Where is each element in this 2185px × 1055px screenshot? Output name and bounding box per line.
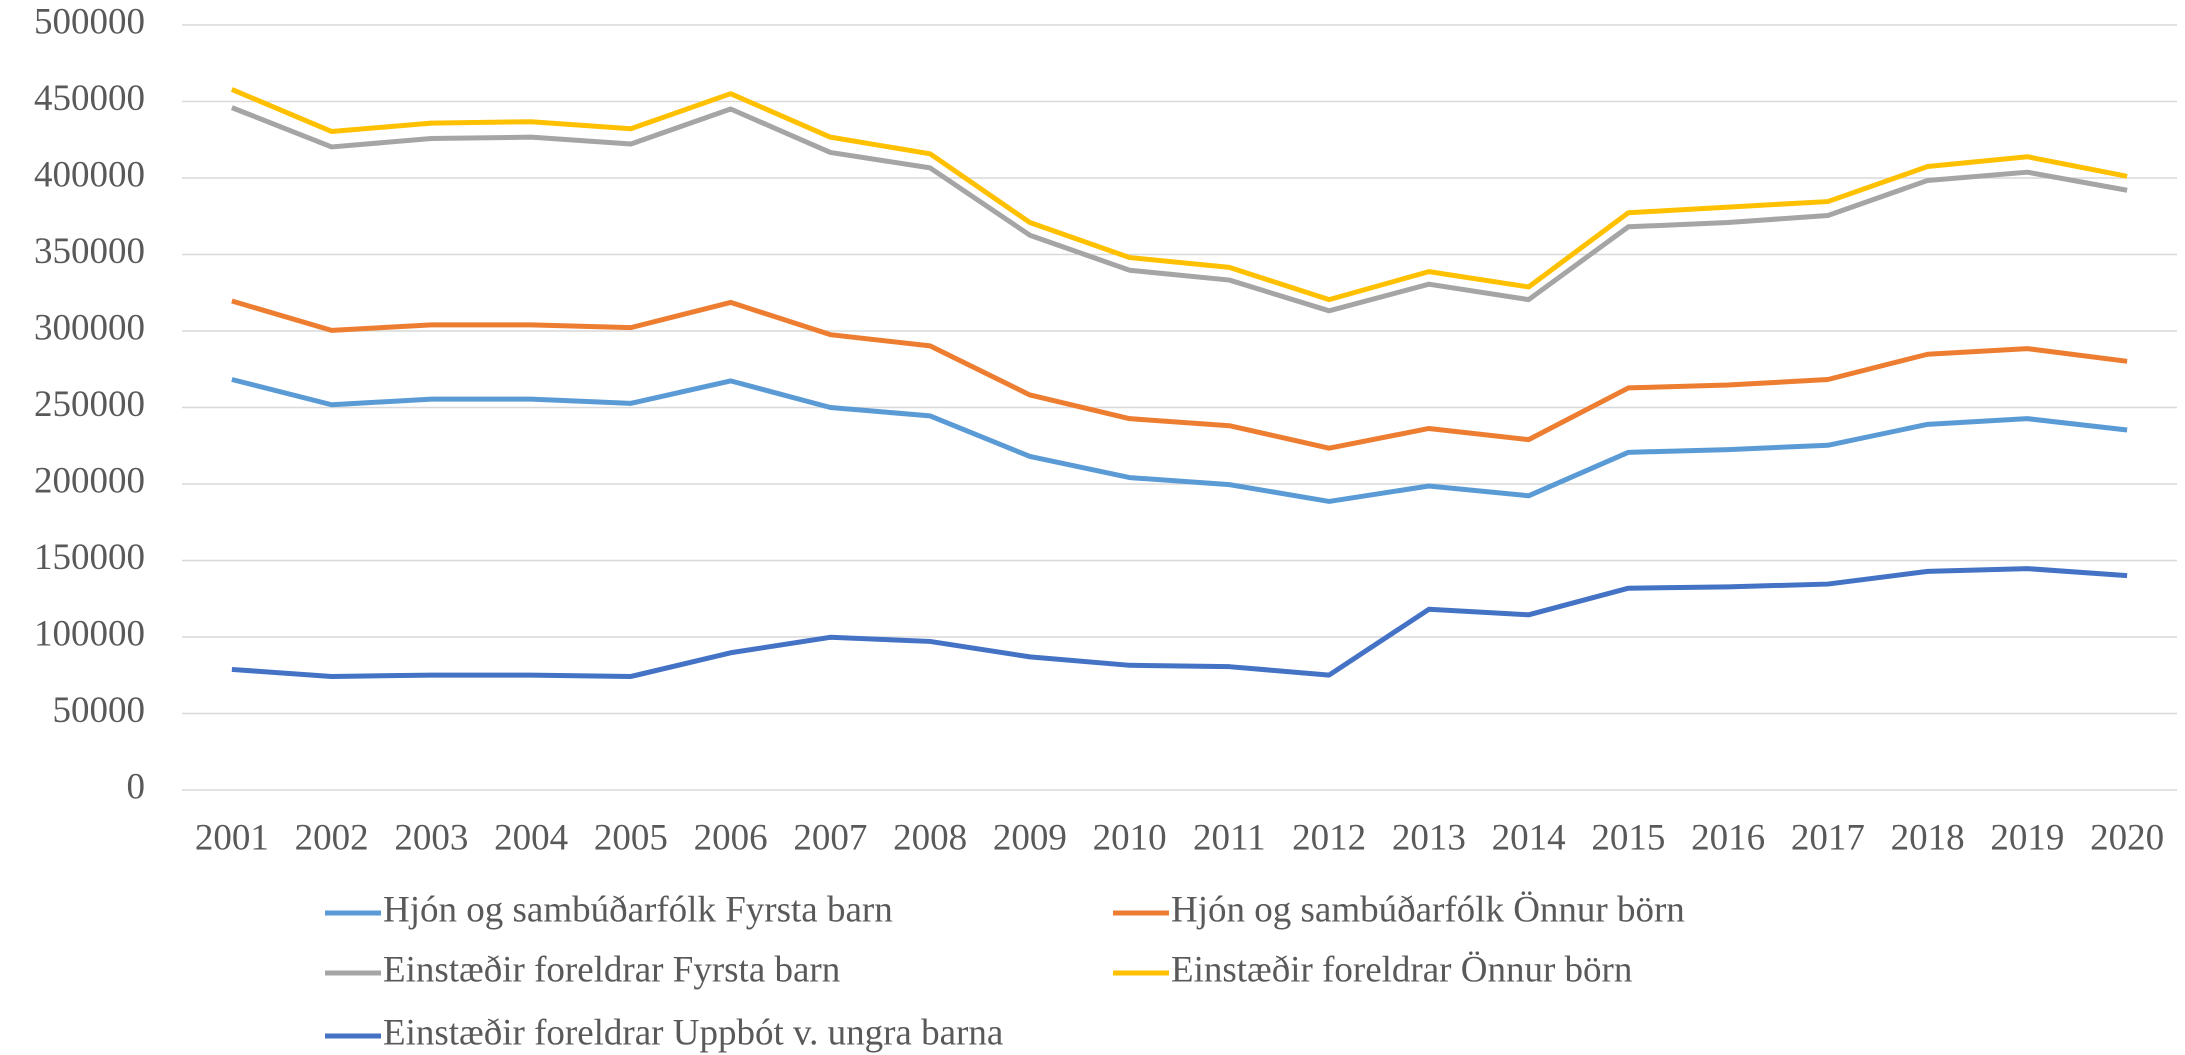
x-tick-label: 2018	[1891, 817, 1965, 858]
x-tick-label: 2004	[494, 817, 568, 858]
y-tick-label: 500000	[34, 1, 145, 42]
x-tick-label: 2016	[1691, 817, 1765, 858]
x-tick-label: 2001	[195, 817, 269, 858]
y-tick-label: 200000	[34, 460, 145, 501]
y-tick-label: 150000	[34, 537, 145, 578]
series-line	[231, 298, 2128, 451]
x-tick-label: 2012	[1292, 817, 1366, 858]
x-tick-label: 2009	[993, 817, 1067, 858]
y-tick-label: 350000	[34, 231, 145, 272]
x-tick-label: 2014	[1492, 817, 1566, 858]
legend-label: Einstæðir foreldrar Fyrsta barn	[383, 949, 840, 990]
legend-label: Einstæðir foreldrar Önnur börn	[1171, 949, 1632, 990]
series-line	[231, 566, 2128, 679]
y-tick-label: 50000	[53, 690, 146, 731]
x-tick-label: 2003	[394, 817, 468, 858]
x-tick-label: 2006	[694, 817, 768, 858]
series-line	[231, 377, 2128, 504]
series-line	[230, 105, 2128, 314]
legend-label: Hjón og sambúðarfólk Önnur börn	[1171, 889, 1685, 930]
x-tick-label: 2007	[793, 817, 867, 858]
x-tick-label: 2011	[1193, 817, 1266, 858]
x-tick-label: 2020	[2090, 817, 2164, 858]
x-tick-label: 2008	[893, 817, 967, 858]
x-tick-label: 2005	[594, 817, 668, 858]
y-tick-label: 450000	[34, 78, 145, 119]
y-tick-label: 250000	[34, 384, 145, 425]
x-tick-label: 2002	[295, 817, 369, 858]
legend-label: Hjón og sambúðarfólk Fyrsta barn	[383, 889, 893, 930]
legend-label: Einstæðir foreldrar Uppbót v. ungra barn…	[383, 1012, 1003, 1053]
series-line	[230, 87, 2128, 303]
y-tick-label: 0	[127, 766, 146, 807]
x-tick-label: 2013	[1392, 817, 1466, 858]
y-tick-label: 300000	[34, 307, 145, 348]
x-tick-label: 2017	[1791, 817, 1865, 858]
x-tick-label: 2010	[1093, 817, 1167, 858]
x-tick-label: 2015	[1591, 817, 1665, 858]
x-tick-label: 2019	[1990, 817, 2064, 858]
y-tick-label: 100000	[34, 613, 145, 654]
y-tick-label: 400000	[34, 154, 145, 195]
